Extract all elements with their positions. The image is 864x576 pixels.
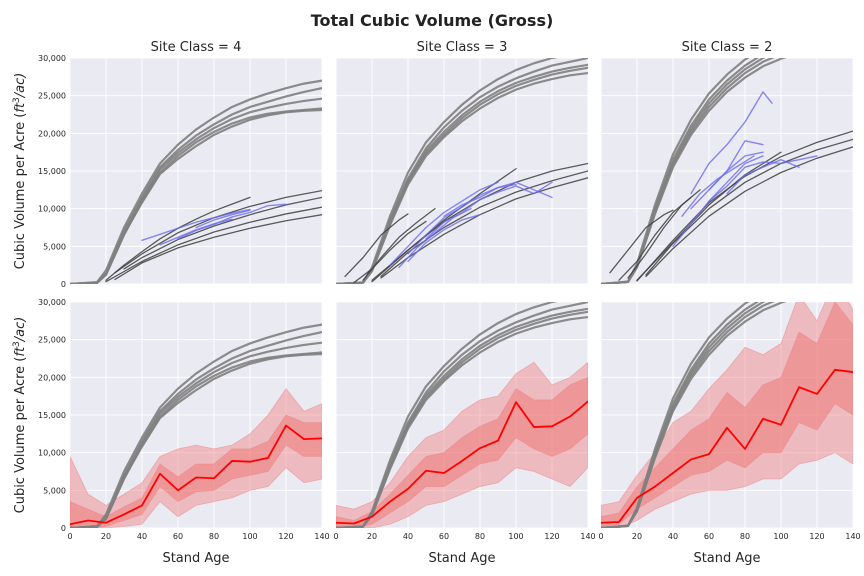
y-tick-label: 25,000: [38, 336, 66, 345]
plot-series: [672, 155, 764, 248]
panel-title: Site Class = 2: [682, 40, 773, 55]
x-tick-label: 120: [278, 532, 293, 541]
y-tick-label: 10,000: [38, 449, 66, 458]
fit-curve: [645, 138, 853, 276]
y-tick-label: 20,000: [38, 129, 66, 138]
panel-0-0: Site Class = 4 0 5,000 10,000 15,000 20,000 25…: [38, 40, 323, 289]
fit-curve: [627, 189, 701, 279]
panel-1-2: 0 20 40 60 80 100 120 140: [598, 301, 861, 541]
model-curve: [336, 302, 558, 528]
panel-title: Site Class = 4: [151, 40, 242, 55]
x-tick-label: 80: [209, 532, 219, 541]
median-line: [601, 368, 853, 524]
model-curve: [336, 58, 558, 284]
y-tick-label: 0: [61, 524, 66, 533]
model-curve: [601, 58, 787, 284]
model-curve: [70, 352, 322, 528]
plot-series: [708, 140, 764, 191]
x-tick-label: 0: [598, 532, 603, 541]
fit-curve: [114, 214, 322, 281]
x-tick-label: 60: [704, 532, 714, 541]
plot-series: [177, 203, 287, 240]
fit-curve: [636, 130, 853, 282]
y-tick-label: 30,000: [38, 54, 66, 63]
x-tick-label: 40: [403, 532, 413, 541]
model-curve: [336, 71, 588, 284]
panel-0-2: Site Class = 2: [600, 40, 854, 285]
x-axis-label-col-1: Stand Age: [428, 551, 495, 566]
panel-title: Site Class = 3: [417, 40, 508, 55]
fit-curve: [353, 220, 427, 284]
x-tick-label: 20: [101, 532, 111, 541]
model-curve: [336, 315, 588, 528]
x-tick-label: 120: [544, 532, 559, 541]
panel-1-1: 0 20 40 60 80 100 120 140: [333, 301, 596, 541]
x-tick-label: 20: [367, 532, 377, 541]
x-tick-label: 100: [242, 532, 257, 541]
plot-series: [708, 155, 818, 202]
median-line: [336, 400, 588, 525]
model-curve: [70, 323, 322, 528]
y-tick-label: 10,000: [38, 205, 66, 214]
y-axis-label-row-0: Cubic Volume per Acre (ft3/ac): [12, 73, 28, 270]
panel-0-1: Site Class = 3: [335, 40, 589, 285]
x-tick-label: 120: [809, 532, 824, 541]
y-tick-label: 15,000: [38, 411, 66, 420]
plot-series: [443, 181, 553, 217]
model-curve: [70, 79, 322, 284]
fit-curve: [123, 196, 322, 270]
fit-curve: [344, 213, 409, 278]
fit-curve: [618, 196, 692, 281]
x-axis-label-col-0: Stand Age: [162, 551, 229, 566]
plot-series: [690, 91, 773, 195]
fit-curve: [380, 170, 588, 278]
y-tick-label: 0: [61, 280, 66, 289]
x-tick-label: 40: [137, 532, 147, 541]
plot-series: [681, 155, 755, 217]
figure-title: Total Cubic Volume (Gross): [311, 11, 554, 30]
panel-1-0: 0 5,000 10,000 15,000 20,000 25,000 30,000 0 20 4…: [38, 298, 330, 541]
y-tick-label: 30,000: [38, 298, 66, 307]
x-axis-label-col-2: Stand Age: [693, 551, 760, 566]
band-inner: [70, 414, 322, 528]
x-tick-label: 0: [333, 532, 338, 541]
plot-series: [141, 208, 251, 242]
y-tick-label: 20,000: [38, 373, 66, 382]
model-curve: [70, 108, 322, 284]
band-outer: [70, 387, 322, 528]
x-tick-label: 100: [508, 532, 523, 541]
x-tick-label: 80: [475, 532, 485, 541]
fit-curve: [636, 151, 782, 281]
x-tick-label: 100: [773, 532, 788, 541]
band-inner: [601, 302, 853, 527]
y-tick-label: 5,000: [43, 486, 66, 495]
plot-series: [425, 181, 553, 240]
y-tick-label: 15,000: [38, 167, 66, 176]
plot-series: [407, 213, 481, 263]
x-tick-label: 140: [314, 532, 329, 541]
plot-series: [726, 158, 800, 195]
x-tick-label: 0: [67, 532, 72, 541]
plot-series: [398, 207, 472, 269]
plot-series: [389, 181, 499, 266]
x-tick-label: 20: [632, 532, 642, 541]
plot-series: [195, 209, 251, 229]
y-axis-label-row-1: Cubic Volume per Acre (ft3/ac): [12, 317, 28, 514]
y-tick-label: 25,000: [38, 92, 66, 101]
x-tick-label: 60: [173, 532, 183, 541]
x-tick-label: 40: [668, 532, 678, 541]
fit-curve: [645, 146, 853, 278]
x-tick-label: 140: [580, 532, 595, 541]
fit-curve: [609, 209, 674, 274]
median-line: [70, 424, 322, 526]
y-tick-label: 5,000: [43, 242, 66, 251]
x-tick-label: 60: [439, 532, 449, 541]
fit-curve: [105, 206, 322, 283]
x-tick-label: 140: [845, 532, 860, 541]
x-tick-label: 80: [740, 532, 750, 541]
